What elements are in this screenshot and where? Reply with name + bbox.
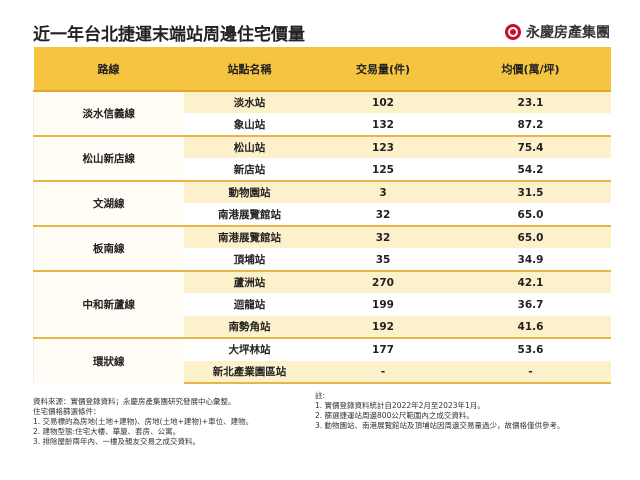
line-cell: 板南線	[33, 225, 184, 271]
station-cell: 迴龍站	[183, 293, 316, 316]
line-cell: 文湖線	[33, 180, 184, 226]
table-row: 文湖線 動物園站 3 31.5	[33, 180, 611, 226]
note-line: 註:	[315, 391, 326, 400]
table-row: 松山新店線 松山站 123 75.4	[33, 135, 611, 181]
brand: 永慶房產集團	[504, 22, 610, 42]
volume-cell: 132	[315, 113, 451, 136]
note-line: 1. 實價登錄資料統計自2022年2月至2023年1月。	[315, 401, 485, 410]
notes-left: 資料來源：實價登錄資料；永慶房產集團研究發展中心彙整。 住宅價格篩選條件： 1. 交…	[33, 397, 253, 447]
note-line: 資料來源：實價登錄資料；永慶房產集團研究發展中心彙整。	[33, 397, 236, 406]
station-cell: 大坪林站	[183, 337, 316, 361]
volume-cell: 32	[315, 225, 451, 249]
price-cell: 41.6	[450, 315, 611, 338]
volume-cell: 32	[315, 203, 451, 226]
table: 路線 站點名稱 交易量(件) 均價(萬/坪) 淡水信義線 淡水站 102 23.1 象山站 13…	[33, 47, 611, 384]
station-cell: 蘆洲站	[183, 270, 316, 294]
line-cell: 中和新蘆線	[33, 270, 184, 338]
table-row: 南勢角站 192 41.6	[34, 315, 611, 338]
station-cell: 松山站	[183, 135, 316, 159]
price-cell: 54.2	[450, 158, 611, 181]
station-cell: 新店站	[183, 158, 316, 181]
table-row: 板南線 南港展覽館站 32 65.0	[33, 225, 611, 271]
table-row: 新店站 125 54.2	[34, 158, 611, 181]
note-line: 3. 排除屋齡兩年內、一樓及親友交易之成交資料。	[33, 437, 201, 446]
station-cell: 南港展覽館站	[183, 203, 316, 226]
note-line: 2. 篩選捷運站周邊800公尺範圍內之成交資料。	[315, 411, 474, 420]
price-cell: -	[450, 360, 611, 384]
volume-cell: 123	[315, 135, 451, 159]
price-cell: 34.9	[450, 248, 611, 271]
volume-cell: 270	[315, 270, 451, 294]
table-row: 南港展覽館站 32 65.0	[34, 203, 611, 226]
line-cell: 松山新店線	[33, 135, 184, 181]
price-cell: 23.1	[450, 90, 611, 114]
volume-cell: -	[315, 360, 451, 384]
table-row: 頂埔站 35 34.9	[34, 248, 611, 271]
brand-name: 永慶房產集團	[526, 25, 610, 41]
station-cell: 南勢角站	[183, 315, 316, 338]
brand-logo	[505, 24, 521, 40]
price-cell: 53.6	[450, 337, 611, 361]
note-line: 1. 交易標的為房地(土地+建物)、房地(土地+建物)+車位、建物。	[33, 417, 254, 426]
volume-cell: 125	[315, 158, 451, 181]
price-cell: 31.5	[450, 180, 611, 204]
table-row: 象山站 132 87.2	[34, 113, 611, 136]
note-line: 3. 動物園站、南港展覽館站及頂埔站因周邊交易量過少，故價格僅供參考。	[315, 421, 565, 430]
price-cell: 42.1	[450, 270, 611, 294]
table-row: 迴龍站 199 36.7	[34, 293, 611, 316]
line-cell: 環狀線	[33, 337, 184, 383]
station-cell: 淡水站	[183, 90, 316, 114]
table-row: 環狀線 大坪林站 177 53.6	[33, 337, 611, 383]
price-cell: 65.0	[450, 225, 611, 249]
line-cell: 淡水信義線	[33, 90, 184, 136]
station-cell: 南港展覽館站	[183, 225, 316, 249]
volume-cell: 192	[315, 315, 451, 338]
header-cell: 路線	[33, 47, 184, 92]
price-cell: 65.0	[450, 203, 611, 226]
table-body: 淡水信義線 淡水站 102 23.1 象山站 132 87.2 松山新店線 松山站 123 75.4…	[33, 90, 611, 384]
station-cell: 動物園站	[183, 180, 316, 204]
volume-cell: 102	[315, 90, 451, 114]
price-cell: 75.4	[450, 135, 611, 159]
volume-cell: 35	[315, 248, 451, 271]
price-cell: 36.7	[450, 293, 611, 316]
title: 近一年台北捷運末端站周邊住宅價量	[33, 25, 305, 45]
note-line: 2. 建物型態:住宅大樓、華廈、套房、公寓。	[33, 427, 181, 436]
table-row: 中和新蘆線 蘆洲站 270 42.1	[33, 270, 611, 338]
header-cell: 站點名稱	[183, 47, 316, 92]
header-row: 路線 站點名稱 交易量(件) 均價(萬/坪)	[33, 47, 611, 92]
price-cell: 87.2	[450, 113, 611, 136]
header-cell: 均價(萬/坪)	[450, 47, 611, 92]
volume-cell: 199	[315, 293, 451, 316]
note-line: 住宅價格篩選條件：	[33, 407, 101, 416]
station-cell: 頂埔站	[183, 248, 316, 271]
header-cell: 交易量(件)	[315, 47, 451, 92]
volume-cell: 177	[315, 337, 451, 361]
table-row: 淡水信義線 淡水站 102 23.1	[33, 90, 611, 136]
station-cell: 象山站	[183, 113, 316, 136]
table-row: 新北產業園區站 - -	[34, 360, 611, 384]
notes-right: 註: 1. 實價登錄資料統計自2022年2月至2023年1月。 2. 篩選捷運站周邊…	[315, 391, 565, 431]
volume-cell: 3	[315, 180, 451, 204]
station-cell: 新北產業園區站	[183, 360, 316, 384]
